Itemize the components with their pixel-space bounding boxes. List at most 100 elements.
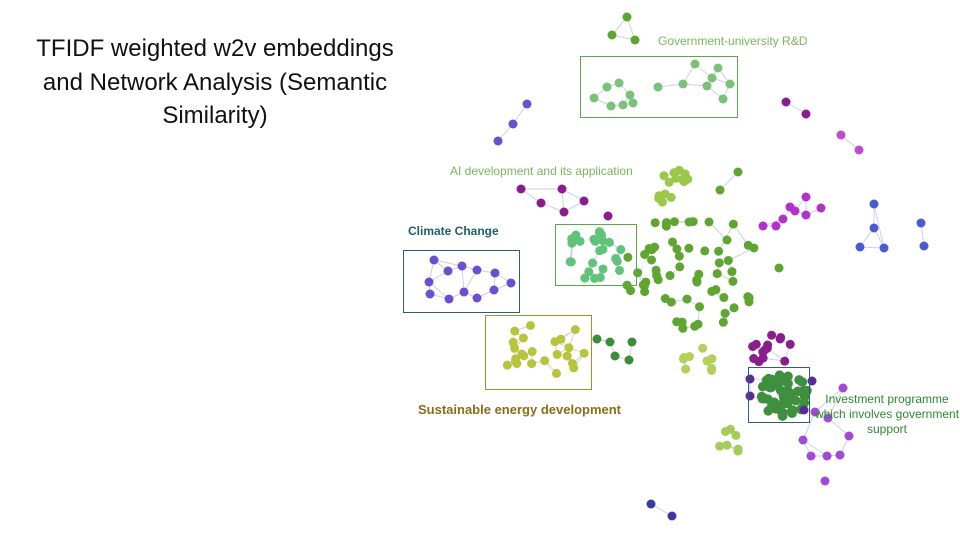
graph-node	[562, 351, 572, 361]
graph-node	[760, 345, 770, 355]
graph-node	[615, 265, 625, 275]
gov-rd-label: Government-university R&D	[658, 34, 808, 48]
graph-node	[715, 441, 725, 451]
graph-node	[616, 245, 626, 255]
graph-node	[518, 333, 528, 343]
climate-change-label: Climate Change	[408, 224, 499, 238]
graph-node	[647, 255, 657, 265]
graph-node	[580, 273, 590, 283]
climate-change-box	[403, 250, 520, 313]
graph-node	[823, 413, 833, 423]
graph-node	[661, 218, 671, 228]
graph-node	[767, 374, 777, 385]
graph-node	[672, 244, 682, 254]
graph-node	[715, 185, 725, 195]
graph-node	[443, 266, 453, 276]
graph-node	[633, 268, 643, 278]
graph-node	[684, 243, 694, 253]
graph-node	[767, 330, 777, 340]
graph-node	[844, 431, 854, 441]
graph-node	[700, 246, 710, 256]
graph-node	[508, 119, 518, 129]
graph-node	[490, 268, 500, 278]
graph-node	[444, 294, 454, 304]
graph-node	[657, 197, 667, 207]
graph-node	[806, 451, 816, 461]
graph-node	[595, 227, 605, 237]
graph-node	[652, 270, 662, 280]
graph-node	[743, 240, 753, 250]
graph-node	[429, 255, 439, 265]
graph-node	[780, 356, 790, 366]
graph-node	[459, 287, 469, 297]
graph-node	[707, 354, 717, 364]
graph-node	[614, 78, 624, 88]
graph-node	[425, 289, 435, 299]
graph-node	[707, 286, 717, 296]
graph-node	[568, 237, 578, 247]
graph-node	[612, 256, 622, 266]
graph-node	[618, 100, 628, 110]
graph-node	[718, 317, 728, 327]
graph-node	[502, 360, 512, 370]
graph-node	[702, 81, 712, 91]
graph-edge	[814, 387, 844, 413]
graph-node	[667, 511, 677, 521]
graph-node	[527, 347, 537, 357]
graph-node	[879, 243, 889, 253]
graph-node	[684, 217, 694, 227]
graph-node	[771, 221, 781, 231]
graph-node	[758, 353, 768, 363]
graph-node	[564, 343, 574, 353]
graph-node	[575, 236, 585, 246]
graph-edge	[802, 411, 816, 441]
ai-label: AI development and its application	[450, 164, 633, 178]
graph-node	[570, 325, 580, 335]
graph-node	[733, 167, 743, 177]
graph-node	[511, 354, 521, 364]
graph-node	[536, 198, 546, 208]
graph-node	[816, 203, 826, 213]
graph-node	[472, 265, 482, 275]
graph-node	[782, 398, 792, 409]
graph-node	[757, 393, 768, 404]
graph-node	[556, 334, 566, 344]
graph-node	[801, 192, 811, 202]
sustainable-energy-label: Sustainable energy development	[418, 402, 622, 417]
graph-node	[579, 348, 589, 358]
graph-node	[598, 264, 608, 274]
graph-node	[666, 297, 676, 307]
graph-node	[722, 440, 732, 450]
graph-node	[625, 90, 635, 100]
gov-rd-box	[580, 56, 738, 118]
graph-node	[590, 236, 600, 246]
graph-node	[745, 374, 755, 384]
graph-node	[792, 386, 803, 397]
graph-node	[666, 192, 676, 202]
investment-box	[748, 367, 810, 423]
graph-edge	[728, 247, 755, 261]
graph-node	[727, 267, 737, 277]
graph-node	[646, 499, 656, 509]
graph-edge	[873, 203, 885, 249]
graph-node	[729, 303, 739, 313]
sustainable-energy-box	[485, 315, 592, 390]
graph-node	[798, 435, 808, 445]
graph-nodes	[424, 12, 929, 521]
graph-node	[781, 389, 792, 400]
graph-node	[622, 12, 632, 22]
graph-node	[659, 171, 669, 181]
graph-node	[489, 285, 499, 295]
graph-node	[624, 355, 634, 365]
graph-node	[669, 168, 679, 178]
graph-node	[790, 206, 800, 216]
graph-node	[781, 97, 791, 107]
graph-node	[607, 30, 617, 40]
graph-node	[801, 210, 811, 220]
graph-node	[799, 405, 809, 415]
graph-node	[668, 237, 678, 247]
graph-node	[854, 145, 864, 155]
graph-node	[869, 223, 879, 233]
graph-node	[493, 136, 503, 146]
